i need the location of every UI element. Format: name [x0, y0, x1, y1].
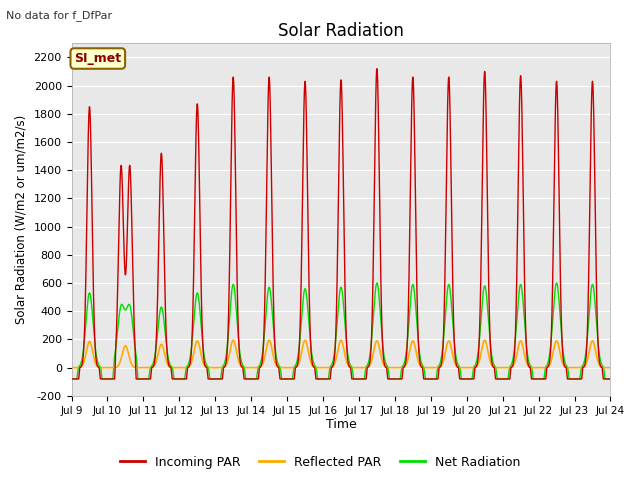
Y-axis label: Solar Radiation (W/m2 or um/m2/s): Solar Radiation (W/m2 or um/m2/s)	[15, 115, 28, 324]
Title: Solar Radiation: Solar Radiation	[278, 22, 404, 40]
Legend: Incoming PAR, Reflected PAR, Net Radiation: Incoming PAR, Reflected PAR, Net Radiati…	[115, 451, 525, 474]
X-axis label: Time: Time	[326, 419, 356, 432]
Text: SI_met: SI_met	[74, 52, 122, 65]
Text: No data for f_DfPar: No data for f_DfPar	[6, 10, 113, 21]
